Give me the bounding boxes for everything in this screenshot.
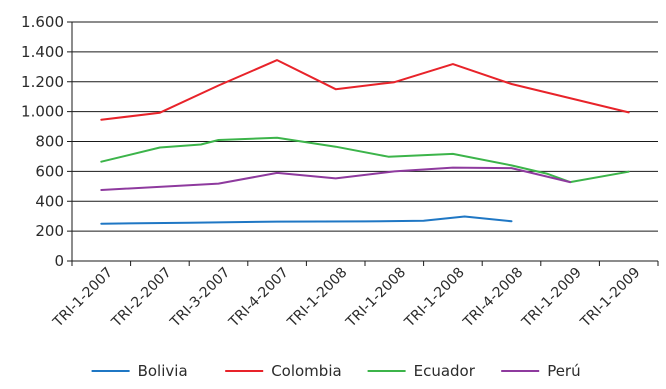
- x-tick-label: TRI-4-2007: [225, 265, 292, 332]
- x-tick-label: TRI-1-2008: [401, 265, 468, 332]
- series-line-ecuador: [100, 136, 630, 184]
- legend-label-colombia: Colombia: [271, 362, 342, 380]
- x-axis-tick-labels: TRI-1-2007TRI-2-2007TRI-3-2007TRI-4-2007…: [50, 265, 644, 332]
- y-axis-tick-labels: 0 200 400 600 800 1.000 1.200 1.400 1.600: [21, 13, 64, 270]
- x-tick-label: TRI-1-2009: [518, 265, 585, 332]
- axes: [67, 21, 659, 266]
- y-tick-label: 1.400: [21, 43, 64, 61]
- y-tick-label: 1.200: [21, 73, 64, 91]
- series-line-colombia: [100, 59, 630, 121]
- x-tick-label: TRI-1-2008: [284, 265, 351, 332]
- x-tick-label: TRI-1-2009: [577, 265, 644, 332]
- y-tick-label: 800: [35, 133, 64, 151]
- x-tick-label: TRI-1-2007: [50, 265, 117, 332]
- legend-label-per-: Perú: [547, 362, 580, 380]
- legend-label-ecuador: Ecuador: [414, 362, 476, 380]
- x-tick-label: TRI-4-2008: [460, 265, 527, 332]
- x-tick-label: TRI-3-2007: [167, 265, 234, 332]
- legend-label-bolivia: Bolivia: [138, 362, 188, 380]
- series-lines: [100, 59, 630, 225]
- y-tick-label: 1.000: [21, 103, 64, 121]
- y-tick-label: 400: [35, 192, 64, 210]
- grid-lines: [72, 21, 658, 232]
- y-tick-label: 0: [54, 252, 64, 270]
- x-tick-label: TRI-1-2008: [343, 265, 410, 332]
- series-line-per-: [100, 166, 572, 191]
- y-tick-label: 200: [35, 222, 64, 240]
- y-tick-label: 1.600: [21, 13, 64, 31]
- y-tick-label: 600: [35, 162, 64, 180]
- x-tick-label: TRI-2-2007: [108, 265, 175, 332]
- series-line-bolivia: [100, 215, 513, 225]
- legend: Bolivia Colombia Ecuador Perú: [91, 362, 581, 380]
